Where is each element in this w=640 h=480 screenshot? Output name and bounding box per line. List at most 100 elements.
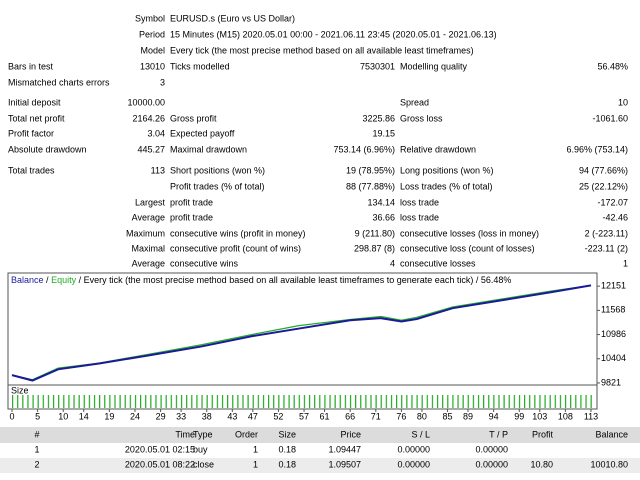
value: 753.14 (6.96%) bbox=[333, 144, 395, 154]
label: consecutive losses bbox=[400, 258, 476, 268]
value: 7530301 bbox=[360, 61, 395, 71]
value: 6.96% (753.14) bbox=[566, 144, 628, 154]
value: 36.66 bbox=[372, 212, 395, 222]
sep: / bbox=[46, 275, 49, 285]
x-tick-label: 71 bbox=[371, 411, 381, 421]
size-label: Size bbox=[11, 385, 29, 395]
series-line bbox=[11, 284, 592, 382]
label: consecutive wins bbox=[170, 258, 239, 268]
label: Gross profit bbox=[170, 113, 217, 123]
label: Spread bbox=[400, 97, 429, 107]
label: Modelling quality bbox=[400, 61, 468, 71]
cell: 2020.05.01 02:15 bbox=[125, 444, 195, 454]
label: consecutive loss (count of losses) bbox=[400, 243, 535, 253]
value: 19 (78.95%) bbox=[346, 165, 395, 175]
value: 113 bbox=[151, 165, 165, 175]
x-tick-label: 29 bbox=[156, 411, 166, 421]
cell: 1 bbox=[253, 459, 258, 469]
value: 4 bbox=[390, 258, 395, 268]
y-tick-label: 9821 bbox=[601, 377, 621, 387]
value: 13010 bbox=[140, 61, 165, 71]
label: consecutive losses (loss in money) bbox=[400, 228, 539, 238]
label: loss trade bbox=[400, 212, 439, 222]
sep: / bbox=[79, 275, 82, 285]
x-tick-label: 52 bbox=[273, 411, 283, 421]
x-tick-label: 113 bbox=[584, 411, 598, 421]
x-tick-label: 19 bbox=[104, 411, 114, 421]
x-tick-label: 94 bbox=[489, 411, 499, 421]
y-tick-label: 10404 bbox=[601, 353, 626, 363]
value: 2164.26 bbox=[132, 113, 165, 123]
x-tick-label: 108 bbox=[558, 411, 573, 421]
label: Profit trades (% of total) bbox=[170, 181, 265, 191]
table-header-bg bbox=[0, 427, 640, 443]
label: consecutive wins (profit in money) bbox=[170, 228, 306, 238]
x-tick-label: 66 bbox=[345, 411, 355, 421]
label: Total net profit bbox=[8, 113, 65, 123]
label: Maximal drawdown bbox=[170, 144, 247, 154]
column-header: # bbox=[34, 429, 39, 439]
x-tick-label: 61 bbox=[320, 411, 330, 421]
cell: 1.09447 bbox=[328, 444, 361, 454]
label: loss trade bbox=[400, 197, 439, 207]
value: 298.87 (8) bbox=[354, 243, 395, 253]
x-tick-label: 14 bbox=[79, 411, 89, 421]
label: Largest bbox=[135, 197, 166, 207]
value: 10 bbox=[618, 97, 628, 107]
label: Model bbox=[140, 45, 165, 55]
x-tick-label: 10 bbox=[58, 411, 68, 421]
value: 56.48% bbox=[597, 61, 628, 71]
description: Every tick (the most precise method base… bbox=[84, 275, 512, 285]
x-tick-label: 24 bbox=[130, 411, 140, 421]
column-header: Size bbox=[278, 429, 296, 439]
label: Symbol bbox=[135, 13, 165, 23]
label: Long positions (won %) bbox=[400, 165, 494, 175]
label: Expected payoff bbox=[170, 128, 235, 138]
value: -223.11 (2) bbox=[585, 243, 628, 253]
cell: 0.18 bbox=[278, 459, 296, 469]
label: Average bbox=[132, 212, 165, 222]
size-bars bbox=[12, 395, 593, 408]
x-tick-label: 103 bbox=[532, 411, 547, 421]
column-header: Time bbox=[175, 429, 195, 439]
value: 9 (211.80) bbox=[355, 228, 395, 238]
value: 25 (22.12%) bbox=[579, 181, 628, 191]
cell: 1.09507 bbox=[328, 459, 361, 469]
label: profit trade bbox=[170, 197, 213, 207]
label: Gross loss bbox=[400, 113, 443, 123]
label: Average bbox=[132, 258, 165, 268]
value: -1061.60 bbox=[592, 113, 628, 123]
value: 134.14 bbox=[367, 197, 395, 207]
column-header: Balance bbox=[595, 429, 628, 439]
cell: 0.00000 bbox=[397, 444, 430, 454]
label: Relative drawdown bbox=[400, 144, 476, 154]
column-header: S / L bbox=[411, 429, 430, 439]
label: Initial deposit bbox=[8, 97, 61, 107]
value: Every tick (the most precise method base… bbox=[170, 45, 474, 55]
value: 3.04 bbox=[147, 128, 165, 138]
cell: 0.00000 bbox=[475, 444, 508, 454]
cell: close bbox=[193, 459, 214, 469]
label: Loss trades (% of total) bbox=[400, 181, 493, 191]
y-tick-label: 11568 bbox=[601, 305, 625, 315]
graph-frame bbox=[7, 272, 598, 386]
x-tick-label: 38 bbox=[202, 411, 212, 421]
value: 94 (77.66%) bbox=[579, 165, 628, 175]
label: Absolute drawdown bbox=[8, 144, 87, 154]
graph-caption: Balance / Equity / Every tick (the most … bbox=[11, 275, 511, 285]
cell: 0.18 bbox=[278, 444, 296, 454]
value: 10000.00 bbox=[127, 97, 165, 107]
x-tick-label: 89 bbox=[463, 411, 473, 421]
label: Total trades bbox=[8, 165, 55, 175]
y-tick-label: 10986 bbox=[601, 329, 626, 339]
cell: buy bbox=[193, 444, 208, 454]
cell: 2 bbox=[34, 459, 39, 469]
x-tick-label: 80 bbox=[417, 411, 427, 421]
x-tick-label: 5 bbox=[35, 411, 40, 421]
label: Mismatched charts errors bbox=[8, 77, 110, 87]
x-tick-label: 76 bbox=[396, 411, 406, 421]
cell: 10010.80 bbox=[590, 459, 628, 469]
value: 19.15 bbox=[372, 128, 395, 138]
value: 3 bbox=[160, 77, 165, 87]
row-bg bbox=[0, 458, 640, 473]
